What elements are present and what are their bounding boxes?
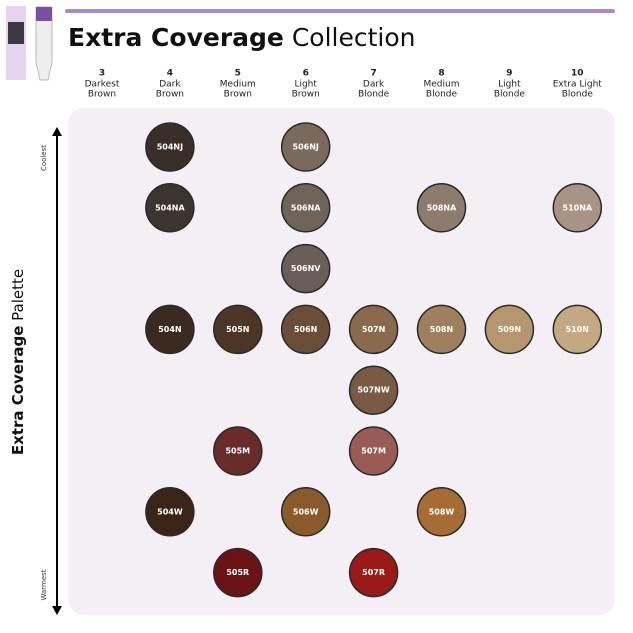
column-level: 8 bbox=[438, 69, 444, 79]
column-name: Brown bbox=[88, 90, 116, 100]
column-level: 6 bbox=[303, 69, 309, 79]
swatch bbox=[348, 365, 399, 415]
product-tube-cap bbox=[36, 7, 52, 21]
product-box-label bbox=[8, 22, 24, 44]
swatch-label: 505M bbox=[225, 447, 250, 456]
axis-arrow-top bbox=[52, 127, 62, 136]
column-name: Brown bbox=[224, 90, 252, 100]
swatch bbox=[280, 304, 331, 355]
column-level: 5 bbox=[235, 69, 241, 79]
swatch bbox=[416, 183, 467, 233]
swatch-label: 504NA bbox=[155, 203, 185, 212]
swatch-label: 505N bbox=[226, 325, 249, 334]
column-name: Medium bbox=[220, 80, 256, 90]
swatch bbox=[484, 304, 535, 355]
column-name: Darkest bbox=[85, 80, 120, 90]
swatch-label: 509N bbox=[498, 325, 521, 334]
swatch-label: 508NA bbox=[427, 203, 457, 212]
column-level: 4 bbox=[167, 69, 173, 79]
swatch-label: 506W bbox=[293, 507, 319, 516]
column-name: Medium bbox=[424, 80, 460, 90]
swatch-label: 506N bbox=[294, 325, 317, 334]
swatch-label: 508W bbox=[429, 507, 455, 516]
swatch-label: 510NA bbox=[563, 203, 593, 212]
swatch bbox=[348, 547, 399, 598]
title: Extra Coverage Collection bbox=[68, 23, 416, 52]
column-name: Blonde bbox=[426, 90, 458, 100]
axis-top-label: Coolest bbox=[40, 145, 48, 171]
column-name: Blonde bbox=[494, 90, 526, 100]
swatch bbox=[145, 122, 195, 172]
swatch-label: 507N bbox=[362, 325, 385, 334]
column-level: 10 bbox=[571, 69, 584, 79]
column-name: Light bbox=[498, 80, 521, 90]
swatch bbox=[280, 487, 331, 537]
title-rest: Collection bbox=[292, 23, 416, 52]
column-name: Blonde bbox=[358, 90, 390, 100]
swatch-label: 506NJ bbox=[293, 143, 319, 152]
swatch-label: 506NV bbox=[291, 264, 321, 273]
swatch-label: 507M bbox=[361, 447, 386, 456]
swatch bbox=[280, 122, 331, 172]
swatch bbox=[145, 304, 195, 355]
swatch bbox=[213, 426, 263, 476]
axis-bottom-label: Warmest bbox=[40, 569, 48, 600]
column-name: Light bbox=[294, 80, 317, 90]
swatch bbox=[348, 304, 399, 355]
column-name: Blonde bbox=[562, 90, 594, 100]
swatch-label: 507NW bbox=[357, 386, 389, 395]
swatch bbox=[552, 183, 603, 233]
column-name: Dark bbox=[159, 80, 181, 90]
axis-arrow-bottom bbox=[52, 606, 62, 615]
swatch bbox=[145, 487, 195, 537]
column-name: Brown bbox=[292, 90, 320, 100]
side-label: Extra Coverage Palette bbox=[9, 269, 27, 455]
swatch bbox=[213, 304, 263, 355]
swatch-label: 506NA bbox=[291, 203, 321, 212]
column-name: Brown bbox=[156, 90, 184, 100]
swatch-label: 504N bbox=[158, 325, 181, 334]
column-level: 9 bbox=[506, 69, 512, 79]
swatch-label: 505R bbox=[226, 568, 249, 577]
swatch bbox=[416, 304, 467, 355]
swatch-label: 508N bbox=[430, 325, 453, 334]
column-name: Extra Light bbox=[553, 80, 603, 90]
side-label-bold: Extra Coverage bbox=[9, 326, 27, 456]
swatch bbox=[213, 547, 263, 598]
column-name: Dark bbox=[363, 80, 385, 90]
side-label-rest: Palette bbox=[9, 269, 27, 321]
column-level: 7 bbox=[370, 69, 376, 79]
swatch bbox=[280, 243, 331, 294]
swatch bbox=[280, 183, 331, 233]
palette-panel bbox=[68, 108, 615, 615]
top-rule bbox=[65, 9, 615, 13]
swatch-label: 504NJ bbox=[157, 143, 183, 152]
swatch bbox=[145, 183, 195, 233]
column-level: 3 bbox=[99, 69, 105, 79]
swatch bbox=[552, 304, 603, 355]
title-bold: Extra Coverage bbox=[68, 23, 284, 52]
swatch-label: 504W bbox=[157, 507, 183, 516]
swatch-label: 507R bbox=[362, 568, 385, 577]
swatch bbox=[416, 487, 467, 537]
swatch bbox=[348, 426, 399, 476]
swatch-label: 510N bbox=[566, 325, 589, 334]
